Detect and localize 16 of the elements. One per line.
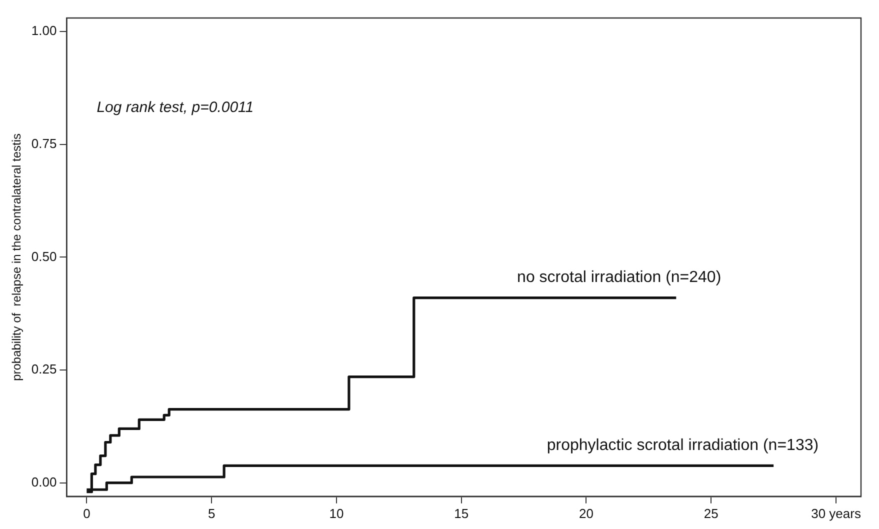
y-tick-label: 0.25 — [31, 362, 57, 377]
x-tick-label: 15 — [454, 506, 469, 521]
x-tick-label: 25 — [704, 506, 718, 521]
annotation: Log rank test, p=0.0011 — [96, 99, 254, 116]
x-tick-label: 0 — [83, 506, 90, 521]
y-tick-label: 1.00 — [31, 23, 57, 38]
x-tick-label: 5 — [208, 506, 216, 521]
series-label: prophylactic scrotal irradiation (n=133) — [546, 437, 819, 454]
y-tick-label: 0.50 — [31, 248, 57, 264]
x-tick-label: 20 — [579, 506, 594, 521]
y-tick-label: 0.00 — [31, 474, 57, 490]
y-tick-label: 0.75 — [31, 136, 57, 151]
x-tick-label: 30 years — [811, 506, 862, 521]
series-label: no scrotal irradiation (n=240) — [517, 269, 722, 286]
y-axis-title: probability of relapse in the contralateral testis — [10, 133, 24, 381]
x-tick-label: 10 — [329, 506, 344, 521]
